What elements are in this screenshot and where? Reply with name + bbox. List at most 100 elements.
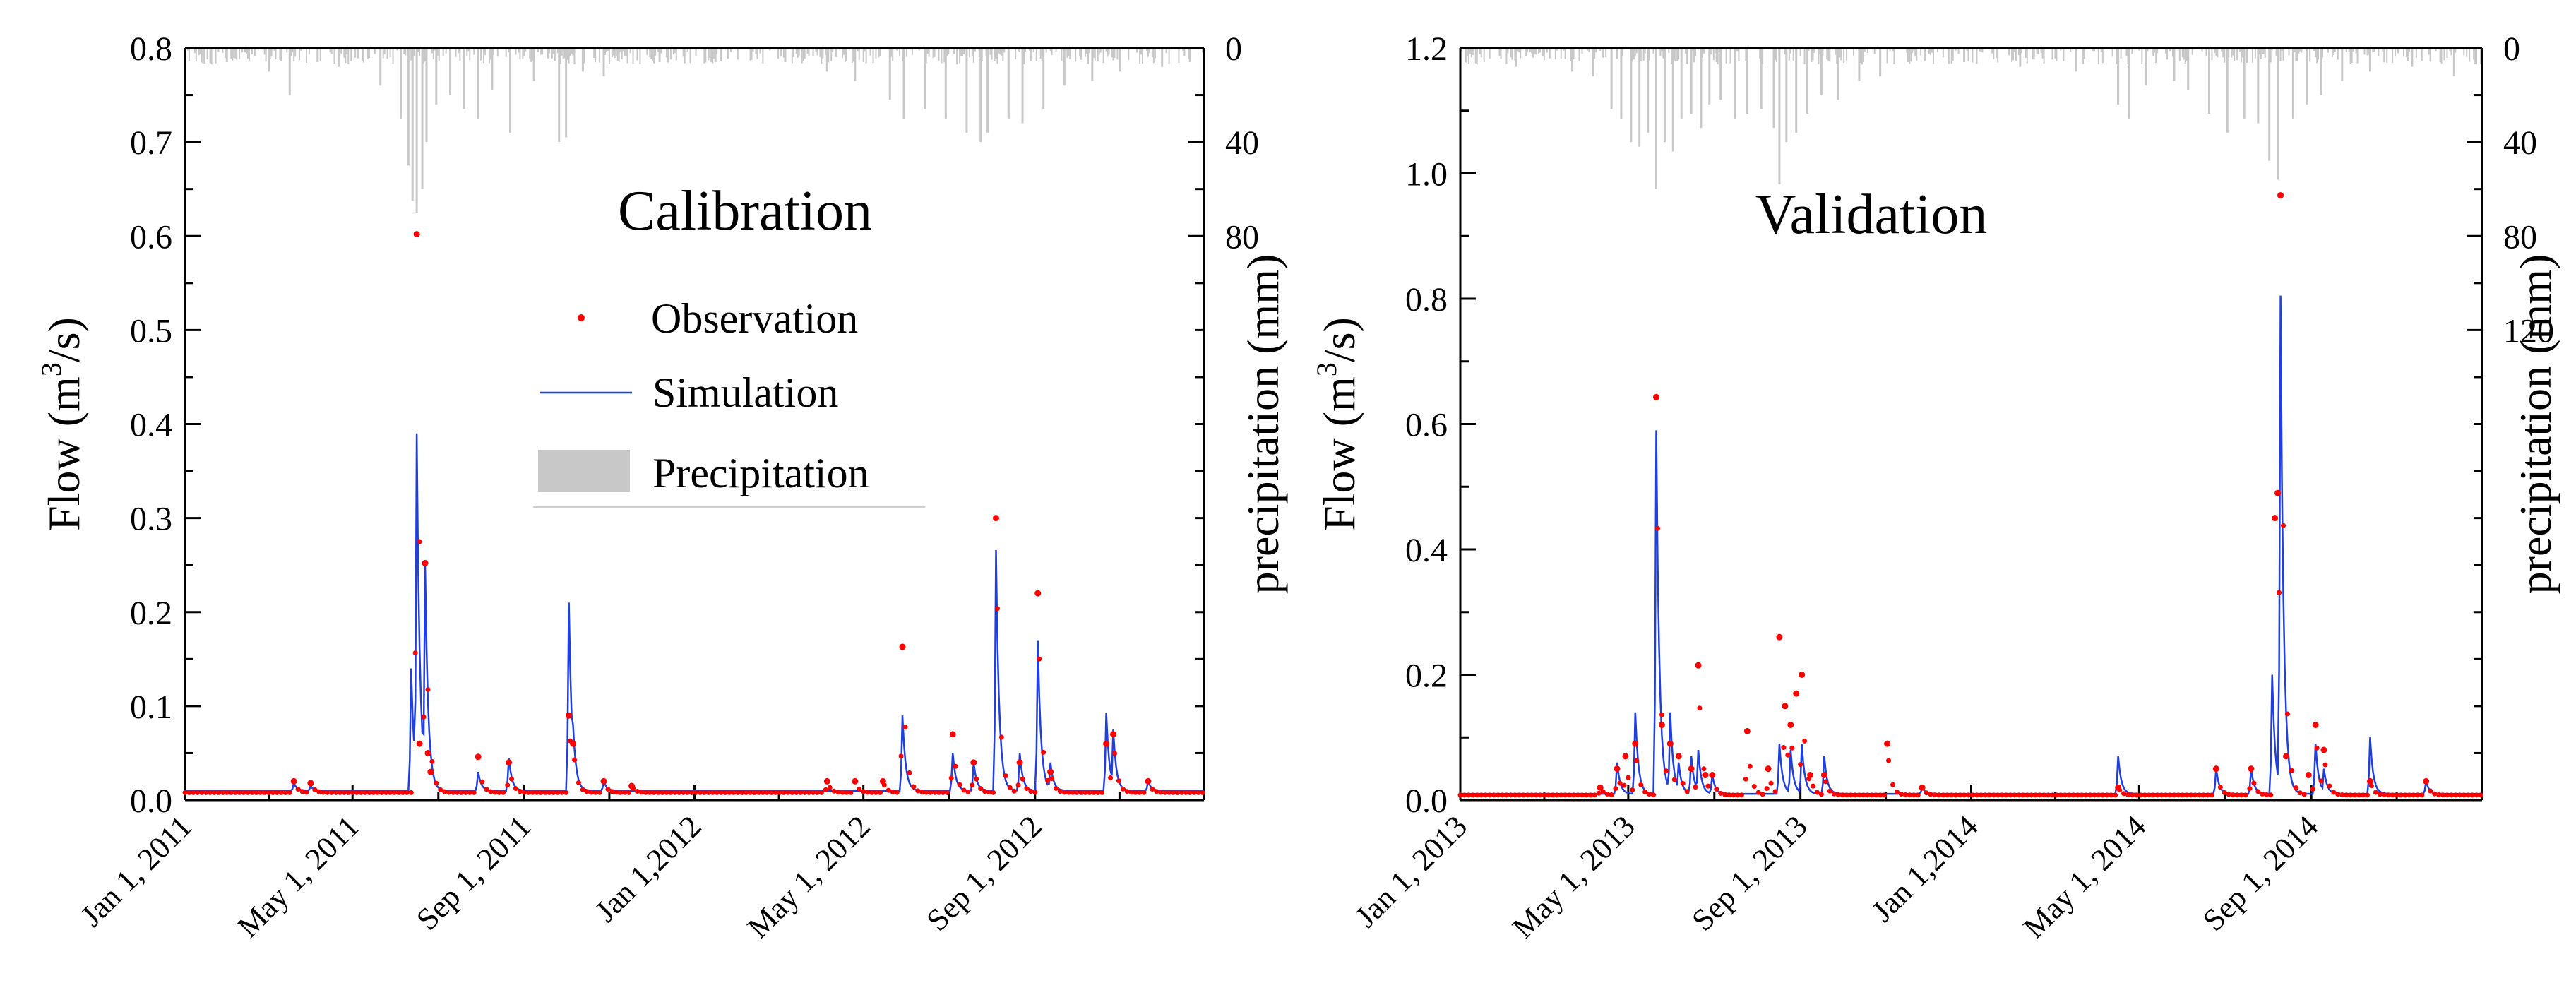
x-tick-label: May 1, 2012 [741,809,877,945]
observation-point [572,757,578,763]
observation-point [760,790,765,795]
observation-point [1928,792,1933,797]
observation-point [2100,792,2106,798]
observation-point [2457,792,2462,798]
observation-point [844,790,849,795]
observation-point [388,790,393,795]
observation-point [1554,792,1560,798]
observation-point [748,790,753,795]
observation-point [777,790,782,795]
observation-point [416,740,423,747]
observation-point [1621,782,1627,788]
observation-point [2037,792,2043,798]
observation-point [618,790,624,795]
observation-point [2137,792,2143,798]
observation-point [195,790,201,795]
observation-point [467,790,472,795]
observation-point [1701,766,1707,772]
observation-point [2188,792,2194,798]
observation-point [1613,786,1618,792]
observation-point [254,790,259,795]
observation-point [1986,792,1992,798]
observation-point [2297,790,2303,796]
observation-point [1785,752,1791,758]
observation-point [400,790,405,795]
observation-point [295,787,301,792]
observation-point [638,790,644,795]
observation-point [1793,690,1800,697]
observation-point [186,790,192,795]
observation-point [2167,792,2173,798]
observation-point [1949,792,1955,798]
observation-point [1045,777,1051,783]
observation-point [287,790,292,795]
observation-point [689,790,695,795]
observation-point [2070,792,2076,798]
observation-point [580,787,585,792]
observation-point [1799,672,1806,678]
observation-point [2066,792,2072,798]
observation-point [1630,787,1635,792]
observation-point [1028,789,1034,794]
observation-point [1596,790,1602,796]
observation-point [2209,792,2214,798]
y-tick-label: 0.2 [130,595,172,632]
observation-point [1666,740,1674,747]
observation-point [501,790,506,795]
observation-point [2264,792,2270,797]
observation-point [660,790,665,795]
observation-point [1915,792,1921,798]
observation-point [521,790,527,795]
observation-point [1659,712,1664,717]
observation-point [1604,791,1610,797]
observation-point [2016,792,2022,798]
observation-point [1751,784,1757,790]
observation-point [1651,792,1657,797]
observation-point [566,712,573,719]
observation-point [1007,785,1013,790]
observation-point [429,758,435,764]
y-tick-label: 0.0 [1405,782,1448,820]
observation-point [2133,792,2139,798]
observation-point [1807,772,1814,778]
y-tick-label: 0.1 [130,689,172,726]
observation-point [576,780,581,785]
observation-point [806,790,812,795]
x-tick-label: Sep 1, 2014 [2196,809,2325,937]
observation-point [2320,746,2327,753]
observation-point [2255,789,2261,794]
observation-point [2368,783,2374,789]
observation-point [840,790,845,795]
observation-point [1145,777,1152,785]
observation-point [735,790,741,795]
observation-point [961,787,967,793]
observation-point [1571,792,1577,798]
observation-point [1765,765,1772,773]
observation-point [2282,753,2289,760]
observation-point [2452,792,2458,798]
observation-point [442,789,448,794]
observation-point [773,790,778,795]
observation-point [312,787,318,792]
observation-point [2217,785,2223,790]
observation-point [936,790,941,795]
observation-point [953,763,958,769]
observation-point [2385,792,2391,798]
observation-point [2394,792,2399,798]
observation-point [915,788,921,794]
observation-point [676,790,682,795]
observation-point [597,790,602,795]
observation-point [2049,792,2055,798]
observation-point [2092,792,2097,798]
observation-point [1894,789,1900,794]
observation-point [358,790,364,795]
observation-point [1982,792,1988,798]
observation-point [2469,792,2475,798]
observation-point [232,790,238,795]
observation-point [278,790,284,795]
observation-point [879,777,886,785]
observation-point [693,790,698,795]
y-tick-label: 0.6 [1405,407,1448,444]
observation-point [2226,792,2231,797]
observation-point [375,790,381,795]
